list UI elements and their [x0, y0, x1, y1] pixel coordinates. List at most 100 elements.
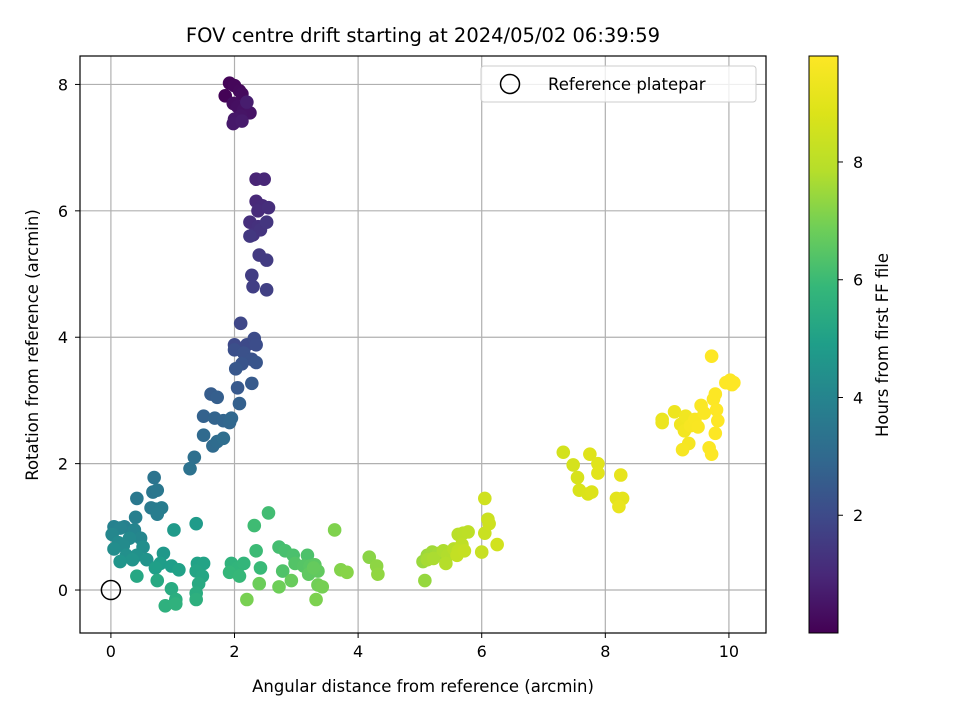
- data-point: [704, 349, 719, 363]
- data-point: [327, 523, 342, 537]
- data-point: [247, 518, 262, 533]
- data-point: [158, 599, 173, 613]
- data-point: [709, 403, 724, 417]
- data-point: [243, 229, 257, 243]
- legend: Reference platepar: [480, 65, 757, 103]
- data-point: [259, 283, 274, 297]
- data-point: [245, 268, 259, 283]
- legend-entry-reference-platepar: Reference platepar: [548, 75, 706, 94]
- data-point: [426, 551, 441, 566]
- reference-platepar-marker: [100, 579, 122, 601]
- data-point: [228, 362, 243, 376]
- data-point: [306, 561, 321, 575]
- data-point: [490, 537, 504, 552]
- data-point: [224, 411, 239, 425]
- data-point: [147, 470, 161, 485]
- data-point: [249, 355, 263, 370]
- data-point: [233, 316, 248, 331]
- data-point: [461, 525, 475, 539]
- data-point: [183, 461, 197, 476]
- data-point: [315, 580, 330, 594]
- x-tick-label: 8: [600, 642, 610, 661]
- data-point: [150, 483, 165, 497]
- data-point: [591, 466, 605, 480]
- data-point: [130, 491, 144, 506]
- data-point: [570, 470, 585, 485]
- data-point: [710, 413, 725, 428]
- data-point: [257, 172, 271, 187]
- data-point: [482, 516, 496, 531]
- colorbar-tick-label: 4: [853, 388, 863, 407]
- data-point: [253, 561, 268, 575]
- data-points: [105, 76, 741, 613]
- colorbar-tick-label: 2: [853, 506, 863, 525]
- colorbar-gradient: [808, 55, 839, 634]
- x-tick-label: 0: [106, 642, 116, 661]
- data-point: [187, 450, 202, 465]
- y-axis-ticks: 0 2 4 6 8: [58, 75, 80, 600]
- data-point: [261, 200, 276, 215]
- data-point: [556, 445, 571, 460]
- data-point: [300, 548, 315, 563]
- colorbar: 2 4 6 8 Hours from first FF file: [808, 55, 892, 634]
- data-point: [566, 458, 580, 472]
- data-point: [691, 420, 705, 434]
- data-point: [249, 338, 263, 352]
- data-point: [125, 552, 140, 567]
- data-point: [245, 376, 259, 391]
- data-point: [139, 552, 154, 567]
- data-point: [230, 380, 245, 395]
- data-point: [172, 563, 186, 577]
- data-point: [584, 485, 599, 499]
- data-point: [216, 431, 231, 446]
- data-point: [249, 544, 263, 558]
- data-point: [150, 573, 165, 588]
- data-point: [272, 580, 286, 594]
- x-axis-ticks: 0 2 4 6 8 10: [106, 633, 739, 661]
- data-point: [727, 375, 741, 390]
- data-point: [457, 544, 472, 558]
- data-point: [196, 409, 211, 424]
- data-point: [196, 428, 211, 442]
- data-point: [613, 468, 628, 482]
- data-point: [261, 506, 276, 520]
- y-tick-label: 8: [58, 75, 68, 94]
- data-point: [167, 523, 181, 537]
- data-point: [259, 253, 274, 267]
- data-point: [164, 581, 179, 596]
- data-point: [168, 597, 183, 611]
- y-axis-label: Rotation from reference (arcmin): [23, 209, 42, 481]
- data-point: [583, 447, 597, 461]
- y-tick-label: 4: [58, 328, 68, 347]
- data-point: [309, 592, 323, 607]
- y-tick-label: 2: [58, 455, 68, 474]
- legend-marker-reference: [499, 73, 521, 95]
- data-point: [704, 447, 719, 461]
- data-point: [236, 556, 251, 571]
- data-point: [474, 545, 489, 559]
- data-point: [259, 215, 274, 230]
- colorbar-label: Hours from first FF file: [873, 253, 892, 437]
- colorbar-tick-label: 8: [853, 153, 863, 172]
- data-point: [113, 554, 127, 569]
- grid-lines: [80, 56, 766, 633]
- data-point: [284, 573, 299, 588]
- y-tick-label: 0: [58, 581, 68, 600]
- data-point: [478, 491, 492, 506]
- data-point: [189, 592, 203, 607]
- data-point: [708, 387, 723, 401]
- data-point: [667, 405, 682, 419]
- data-point: [107, 542, 121, 556]
- data-point: [189, 516, 203, 531]
- data-point: [150, 507, 165, 521]
- data-point: [591, 456, 605, 471]
- legend-box: [480, 65, 757, 103]
- data-point: [148, 561, 163, 575]
- x-axis-label: Angular distance from reference (arcmin): [252, 677, 594, 696]
- data-point: [418, 573, 432, 588]
- plot-area-frame: [79, 55, 767, 634]
- data-point: [655, 415, 669, 430]
- data-point: [235, 114, 249, 128]
- data-point: [232, 396, 247, 411]
